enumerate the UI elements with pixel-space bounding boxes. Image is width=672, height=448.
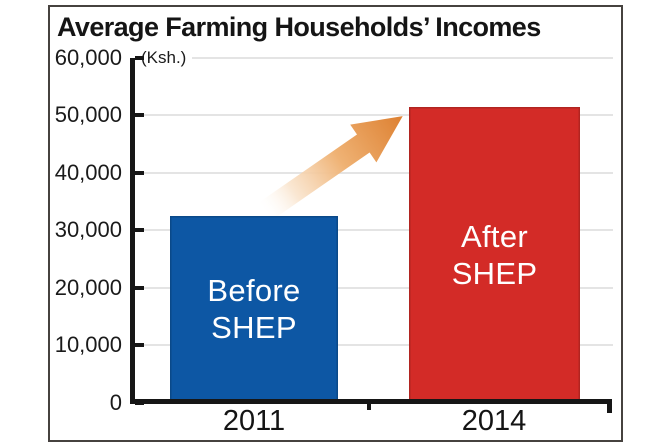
- y-axis-tick: [135, 228, 144, 232]
- y-axis-tick: [135, 343, 144, 347]
- bar-label-line: SHEP: [451, 255, 538, 291]
- gridline: [135, 229, 613, 231]
- y-axis-tick: [135, 55, 144, 60]
- y-axis-line: [130, 57, 135, 404]
- bar-before-shep: Before SHEP: [170, 215, 338, 403]
- y-axis-label: 0: [109, 389, 122, 415]
- x-axis-mid-tick: [367, 399, 371, 410]
- y-axis-tick: [135, 285, 144, 290]
- y-axis-label: 10,000: [54, 332, 122, 357]
- bar-label-after-shep: After SHEP: [452, 218, 538, 292]
- y-axis-tick: [135, 170, 144, 175]
- y-axis-label: 50,000: [54, 102, 122, 127]
- bar-label-line: SHEP: [211, 310, 297, 345]
- plot-area: Before SHEP After SHEP: [135, 58, 613, 403]
- bar-label-line: Before: [207, 273, 301, 308]
- gridline: [135, 56, 613, 59]
- x-axis-label-2011: 2011: [222, 405, 286, 437]
- y-axis-label: 20,000: [54, 274, 122, 300]
- gridline: [135, 344, 613, 346]
- x-axis-label-2014: 2014: [461, 405, 527, 437]
- bar-label-before-shep: Before SHEP: [207, 272, 300, 346]
- x-axis-line: [130, 399, 612, 404]
- chart-container: Average Farming Households’ Incomes 60,0…: [48, 5, 623, 442]
- y-axis-label: 30,000: [54, 217, 122, 242]
- bar-label-line: After: [461, 218, 528, 254]
- chart-title: Average Farming Households’ Incomes: [57, 12, 541, 42]
- y-axis-tick: [135, 113, 144, 117]
- gridline: [135, 286, 613, 289]
- y-axis-unit-label: (Ksh.): [139, 45, 193, 70]
- bar-after-shep: After SHEP: [409, 106, 580, 403]
- y-axis-label: 40,000: [54, 159, 122, 185]
- x-axis-end-tick: [607, 399, 612, 413]
- gridline: [135, 114, 613, 116]
- y-axis-label: 60,000: [54, 44, 122, 70]
